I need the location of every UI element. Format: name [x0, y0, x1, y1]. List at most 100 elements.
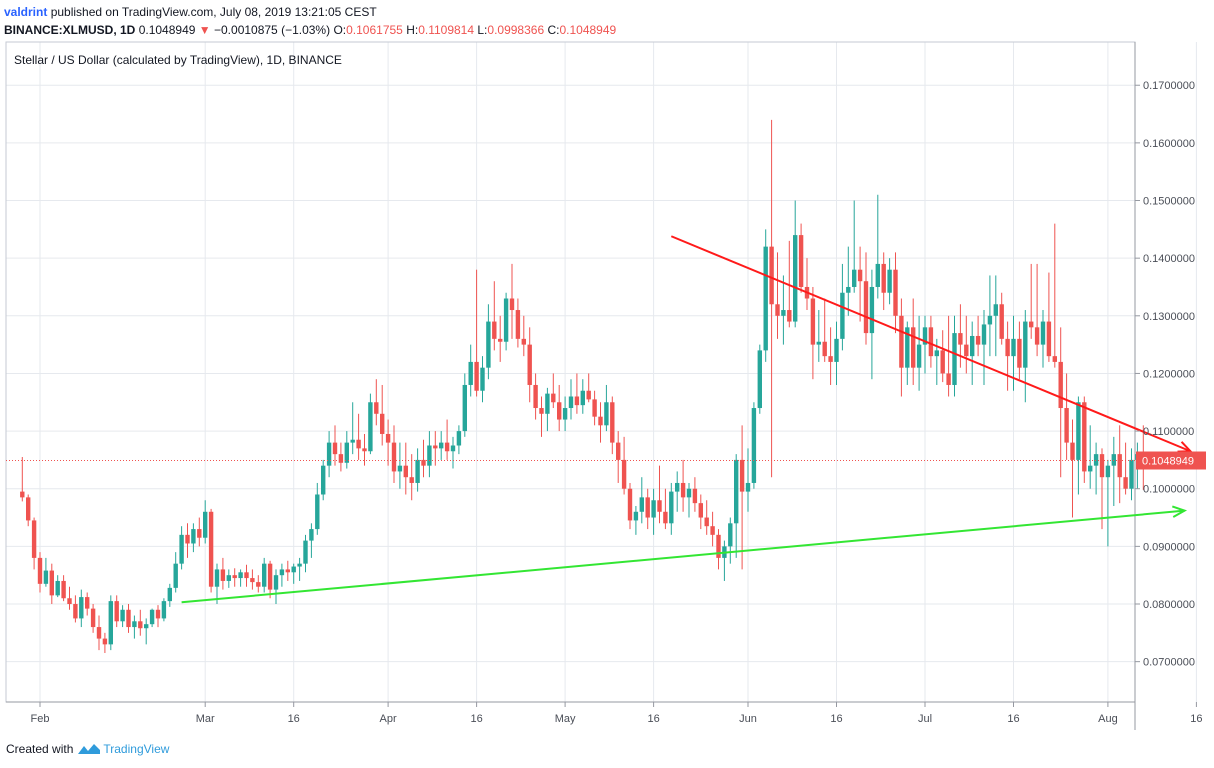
- candle: [940, 330, 945, 383]
- candle-body: [751, 408, 757, 483]
- price-axis[interactable]: 0.0700000 0.0800000 0.0900000 0.1000000 0.11…: [1135, 80, 1195, 669]
- candle-body: [1064, 408, 1069, 443]
- candle-body: [592, 399, 597, 417]
- author-link[interactable]: valdrint: [4, 5, 48, 19]
- candle-body: [698, 503, 703, 518]
- candle-body: [380, 413, 385, 434]
- candle-body: [203, 511, 208, 538]
- candle-body: [1011, 338, 1016, 357]
- candle-body: [633, 511, 639, 521]
- candle-body: [1082, 402, 1087, 472]
- candle-body: [273, 575, 279, 590]
- candle: [916, 315, 922, 391]
- candle: [214, 563, 220, 605]
- candle-body: [503, 298, 509, 342]
- candle-body: [1105, 465, 1111, 478]
- candle-body: [745, 482, 751, 492]
- candle-body: [657, 500, 662, 512]
- price-chart[interactable]: Stellar / US Dollar (calculated by Tradi…: [0, 0, 1214, 740]
- candle-body: [840, 292, 845, 339]
- candle-body: [716, 534, 721, 558]
- candle: [922, 315, 928, 374]
- candle-body: [852, 269, 857, 287]
- candle-body: [975, 335, 981, 345]
- time-axis[interactable]: Feb Mar 16 Apr 16 May 16 Jun 16 Jul 16 Aug 16: [31, 702, 1203, 725]
- candle: [987, 275, 993, 357]
- candle-body: [462, 384, 467, 432]
- candle-body: [26, 497, 31, 521]
- candle-body: [663, 511, 668, 524]
- candle-body: [450, 445, 456, 452]
- candle: [911, 298, 916, 385]
- candle: [338, 442, 344, 472]
- candle-body: [869, 286, 875, 334]
- price-tick-label: 0.1600000: [1143, 138, 1195, 150]
- candle-body: [297, 563, 302, 567]
- tradingview-icon: [78, 744, 101, 754]
- candle: [1017, 321, 1022, 380]
- trend-lines[interactable]: [181, 235, 1193, 604]
- candle: [568, 379, 574, 420]
- candle: [503, 292, 509, 351]
- candle: [574, 373, 580, 414]
- candle-body: [863, 281, 869, 334]
- price-tick-label: 0.1500000: [1143, 196, 1195, 208]
- chart-title: Stellar / US Dollar (calculated by Tradi…: [14, 53, 342, 67]
- candle-body: [391, 442, 397, 472]
- price-tick-label: 0.0700000: [1143, 657, 1195, 669]
- candle: [952, 315, 957, 397]
- candle-body: [49, 570, 54, 596]
- candle-body: [710, 526, 715, 535]
- candle-body: [621, 459, 627, 489]
- tradingview-brand: TradingView: [103, 742, 170, 756]
- candle: [828, 327, 833, 385]
- resistance-trendline: [670, 235, 1193, 453]
- candle: [509, 263, 515, 339]
- resistance-trendline-line: [670, 235, 1191, 453]
- low-label: L:: [477, 23, 488, 37]
- candle-body: [604, 402, 609, 426]
- high-label: H:: [406, 23, 419, 37]
- grid: [6, 42, 1197, 702]
- candle: [203, 500, 208, 544]
- candle-body: [533, 384, 538, 409]
- candle-body: [179, 534, 184, 564]
- candle-body: [403, 465, 408, 478]
- candle-body: [639, 497, 644, 512]
- candle-body: [397, 465, 403, 472]
- candle: [592, 390, 597, 426]
- candle-body: [90, 608, 96, 628]
- candle-body: [627, 488, 633, 521]
- candle-body: [958, 333, 963, 345]
- candle-body: [256, 582, 261, 587]
- open-label: O:: [333, 23, 347, 37]
- candle-body: [85, 597, 90, 609]
- candle-body: [846, 286, 851, 293]
- candle-body: [220, 569, 226, 581]
- candle-body: [468, 361, 473, 385]
- candle-body: [409, 477, 414, 483]
- candle: [852, 200, 857, 293]
- time-tick-label: Jun: [739, 713, 757, 725]
- candle: [20, 457, 25, 502]
- candle-body: [120, 609, 125, 622]
- candle: [55, 575, 60, 598]
- candle: [492, 281, 497, 351]
- candle-body: [616, 442, 621, 460]
- candle: [1088, 425, 1093, 489]
- candle: [739, 425, 745, 570]
- candle-body: [439, 442, 444, 449]
- tradingview-logo[interactable]: TradingView: [77, 742, 169, 756]
- candle: [675, 471, 680, 512]
- candle-body: [987, 315, 993, 325]
- candle: [586, 373, 591, 403]
- candle: [279, 563, 285, 587]
- candle: [31, 517, 37, 570]
- candle-body: [763, 246, 768, 351]
- candle: [698, 494, 703, 530]
- candle: [816, 310, 821, 362]
- candle: [893, 252, 898, 334]
- candle-body: [456, 431, 462, 446]
- candle: [1105, 459, 1111, 547]
- candle: [1005, 321, 1010, 391]
